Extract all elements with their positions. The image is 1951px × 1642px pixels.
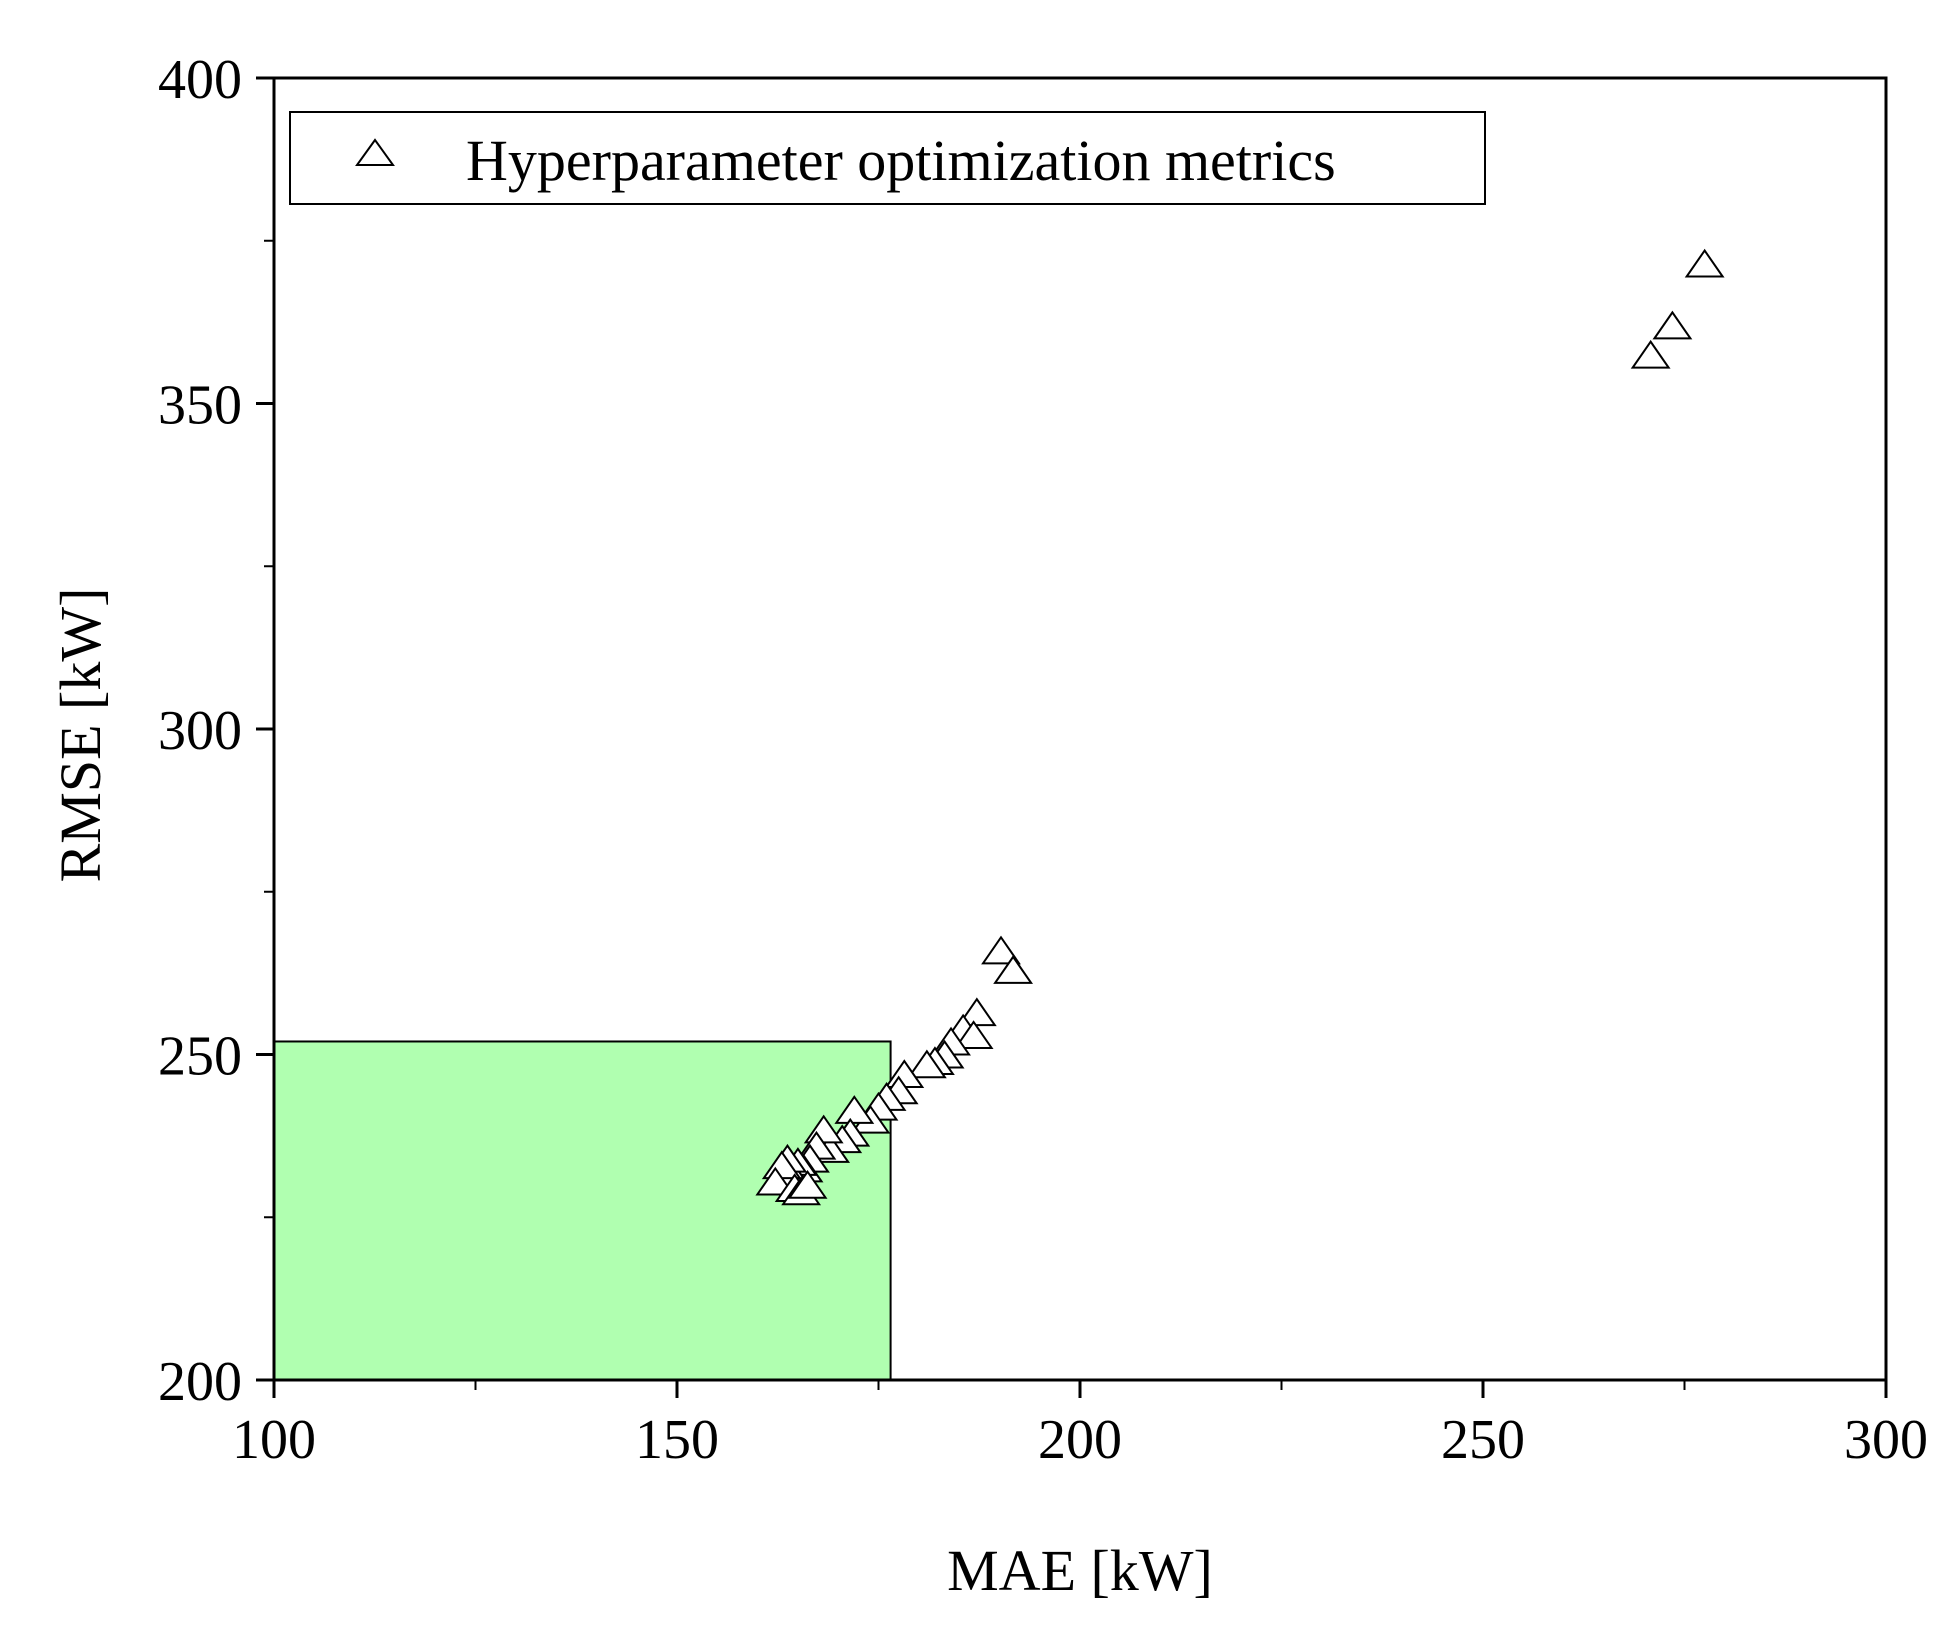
y-tick-label: 400 [158,49,242,111]
y-axis-label: RMSE [kW] [48,588,113,883]
data-point-triangle [834,1095,875,1124]
legend-box [289,111,1486,205]
x-tick-label: 300 [1844,1409,1928,1471]
x-tick-label: 100 [232,1409,316,1471]
data-point-triangle [953,1020,994,1049]
y-tick-label: 250 [158,1026,242,1088]
data-point-triangle [755,1166,796,1196]
highlight-region [273,1040,892,1381]
data-point-triangle [1652,310,1693,340]
data-point-triangle [787,1169,828,1199]
data-point-triangle [981,935,1021,965]
x-tick-label: 200 [1038,1409,1122,1471]
x-axis-ticks: 100 150 200 250 300 [232,1380,1928,1471]
legend-label: Hyperparameter optimization metrics [466,128,1336,193]
y-tick-label: 300 [158,700,242,762]
data-point-triangle [1684,248,1725,278]
x-tick-label: 150 [635,1409,719,1471]
y-tick-label: 200 [158,1351,242,1413]
x-axis-label: MAE [kW] [947,1538,1213,1603]
legend-triangle-icon [355,138,395,166]
data-point-triangle [906,1049,947,1079]
x-tick-label: 250 [1441,1409,1525,1471]
marker-group [755,248,1725,1206]
data-point-triangle [1630,339,1671,369]
y-axis-ticks: 200 250 300 350 400 [158,49,274,1413]
data-point-triangle [993,955,1034,984]
legend: Hyperparameter optimization metrics [289,111,1486,205]
y-tick-label: 350 [158,375,242,437]
